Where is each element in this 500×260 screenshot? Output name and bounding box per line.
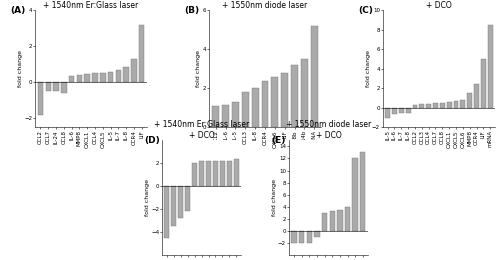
Bar [84, 74, 90, 82]
Bar [399, 108, 404, 113]
Bar [172, 186, 176, 226]
Bar [124, 67, 129, 82]
Y-axis label: fold change: fold change [272, 179, 276, 216]
Bar [385, 108, 390, 118]
Bar [412, 105, 418, 108]
Bar [222, 105, 229, 127]
Bar [360, 152, 366, 231]
Text: (D): (D) [144, 136, 160, 145]
Bar [116, 70, 121, 82]
Bar [272, 77, 278, 127]
Bar [292, 231, 297, 243]
Bar [301, 59, 308, 127]
Bar [420, 105, 424, 108]
Bar [337, 210, 342, 231]
Title: + 1540nm Er:Glass laser
+ DCO: + 1540nm Er:Glass laser + DCO [154, 120, 249, 140]
Bar [61, 82, 66, 93]
Bar [352, 158, 358, 231]
Bar [131, 59, 136, 82]
Bar [212, 106, 219, 127]
Bar [481, 59, 486, 108]
Bar [406, 108, 410, 113]
Bar [433, 103, 438, 108]
Bar [220, 161, 225, 186]
Bar [322, 213, 328, 231]
Bar [232, 102, 239, 127]
Bar [185, 186, 190, 211]
Bar [252, 88, 258, 127]
Bar [213, 161, 218, 186]
Bar [76, 75, 82, 82]
Bar [488, 25, 492, 108]
Bar [227, 161, 232, 186]
Y-axis label: fold change: fold change [196, 50, 201, 87]
Title: + 1540nm Er:Glass laser: + 1540nm Er:Glass laser [44, 1, 138, 10]
Bar [100, 73, 105, 82]
Bar [291, 65, 298, 127]
Bar [234, 159, 239, 186]
Bar [54, 82, 59, 92]
Y-axis label: fold change: fold change [366, 50, 370, 87]
Bar [199, 161, 204, 186]
Bar [92, 73, 98, 82]
Text: (B): (B) [184, 6, 200, 15]
Text: (A): (A) [10, 6, 26, 15]
Bar [192, 163, 197, 186]
Bar [164, 186, 169, 238]
Bar [306, 231, 312, 243]
Bar [460, 100, 465, 108]
Bar [262, 81, 268, 127]
Y-axis label: fold change: fold change [144, 179, 150, 216]
Bar [139, 25, 144, 82]
Text: (C): (C) [358, 6, 373, 15]
Bar [426, 104, 431, 108]
Bar [281, 73, 288, 127]
Bar [108, 72, 114, 82]
Text: (E): (E) [272, 136, 285, 145]
Bar [69, 76, 74, 82]
Bar [345, 207, 350, 231]
Title: + DCO: + DCO [426, 1, 452, 10]
Bar [474, 83, 479, 108]
Bar [314, 231, 320, 237]
Bar [440, 102, 444, 108]
Title: + 1550nm diode laser
+ DCO: + 1550nm diode laser + DCO [286, 120, 371, 140]
Bar [330, 211, 335, 231]
Bar [447, 102, 452, 108]
Bar [178, 186, 183, 218]
Bar [392, 108, 397, 114]
Bar [454, 101, 458, 108]
Title: + 1550nm diode laser: + 1550nm diode laser [222, 1, 308, 10]
Bar [206, 161, 211, 186]
Bar [299, 231, 304, 243]
Y-axis label: fold change: fold change [18, 50, 22, 87]
Bar [311, 26, 318, 127]
Bar [46, 82, 51, 92]
Bar [242, 92, 249, 127]
Bar [468, 93, 472, 108]
Bar [38, 82, 43, 115]
